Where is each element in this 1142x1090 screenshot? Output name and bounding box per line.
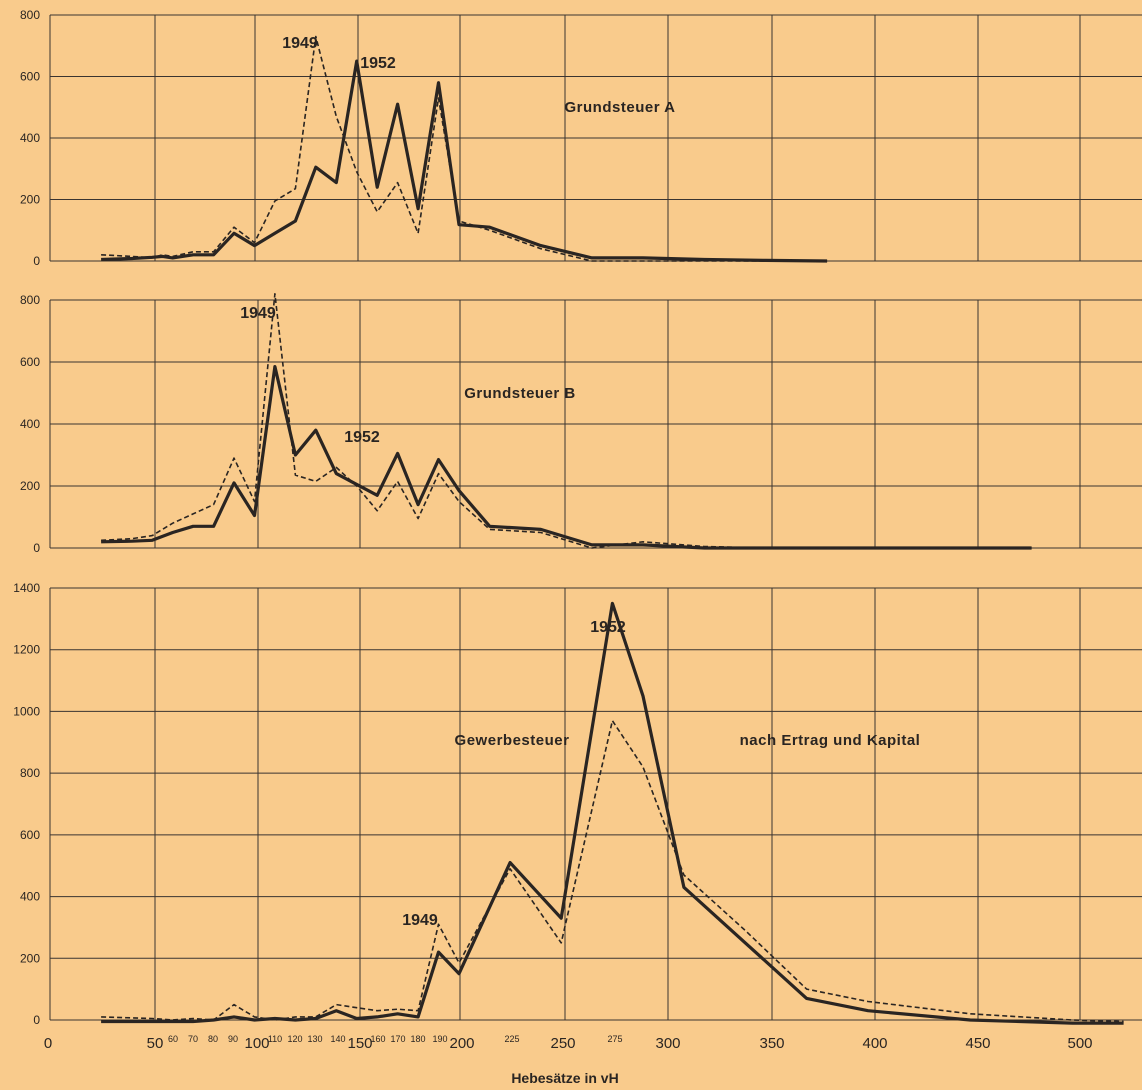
x-tick-label: 300 (655, 1035, 680, 1052)
y-tick-label: 1200 (13, 643, 40, 657)
y-tick-label: 0 (33, 1013, 40, 1027)
annotation-1949: 1949 (282, 35, 318, 52)
y-tick-label: 400 (20, 131, 40, 145)
x-tick-label: 100 (244, 1035, 269, 1052)
x-axis: 0 50 100 150 200 250 300 350 400 450 500 60 70 80 90 11… (44, 1034, 1093, 1052)
series-line-1949 (101, 35, 828, 262)
x-minor-tick-label: 120 (287, 1034, 302, 1044)
series-line-1952 (101, 59, 828, 263)
x-tick-label: 450 (965, 1035, 990, 1052)
x-minor-tick-label: 225 (504, 1034, 519, 1044)
y-tick-label: 0 (33, 541, 40, 555)
y-tick-label: 1400 (13, 581, 40, 595)
x-tick-label: 50 (147, 1035, 164, 1052)
x-minor-tick-label: 275 (607, 1034, 622, 1044)
x-tick-label: 350 (759, 1035, 784, 1052)
x-minor-tick-label: 140 (330, 1034, 345, 1044)
annotation-1952: 1952 (590, 619, 626, 636)
x-minor-tick-label: 130 (307, 1034, 322, 1044)
y-tick-label: 600 (20, 70, 40, 84)
series-line-1952 (101, 365, 1032, 550)
y-tick-label: 200 (20, 479, 40, 493)
x-minor-tick-label: 70 (188, 1034, 198, 1044)
y-tick-label: 800 (20, 766, 40, 780)
x-minor-tick-label: 160 (370, 1034, 385, 1044)
y-tick-label: 200 (20, 193, 40, 207)
annotation-1952: 1952 (360, 55, 396, 72)
series-line-1949 (101, 292, 1032, 549)
chart-subtitle: nach Ertrag und Kapital (740, 732, 921, 749)
annotation-1949: 1949 (240, 305, 276, 322)
x-minor-tick-label: 110 (268, 1034, 282, 1044)
y-tick-label: 400 (20, 417, 40, 431)
series-line-1949 (101, 719, 1124, 1023)
x-tick-label: 0 (44, 1035, 52, 1052)
x-tick-label: 200 (449, 1035, 474, 1052)
y-tick-label: 800 (20, 8, 40, 22)
x-minor-tick-label: 190 (432, 1034, 447, 1044)
x-minor-tick-label: 80 (208, 1034, 218, 1044)
x-minor-tick-label: 180 (410, 1034, 425, 1044)
series-line-1952 (101, 601, 1124, 1025)
x-minor-tick-label: 60 (168, 1034, 178, 1044)
panel-gewerbesteuer: 0 200 400 600 800 1000 1200 1400 Gewerbesteuer na… (13, 581, 1142, 1027)
chart-title: Grundsteuer A (565, 99, 676, 116)
y-tick-label: 1000 (13, 704, 40, 718)
chart-title: Grundsteuer B (464, 385, 576, 402)
y-tick-label: 600 (20, 828, 40, 842)
y-tick-label: 400 (20, 890, 40, 904)
y-tick-label: 600 (20, 355, 40, 369)
x-tick-label: 150 (347, 1035, 372, 1052)
y-tick-label: 800 (20, 293, 40, 307)
x-tick-label: 250 (550, 1035, 575, 1052)
annotation-1952: 1952 (344, 429, 380, 446)
x-axis-label: Hebesätze in vH (511, 1070, 618, 1086)
y-tick-label: 200 (20, 951, 40, 965)
x-tick-label: 500 (1067, 1035, 1092, 1052)
x-tick-label: 400 (862, 1035, 887, 1052)
chart-title: Gewerbesteuer (455, 732, 570, 749)
x-minor-tick-label: 90 (228, 1034, 238, 1044)
panel-grundsteuer-a: 0 200 400 600 800 Grundsteuer A 1949 1952 (20, 8, 1142, 268)
x-minor-tick-label: 170 (390, 1034, 405, 1044)
annotation-1949: 1949 (402, 912, 438, 929)
panel-grundsteuer-b: 0 200 400 600 800 Grundsteuer B 1949 1952 (20, 292, 1142, 555)
y-tick-label: 0 (33, 254, 40, 268)
